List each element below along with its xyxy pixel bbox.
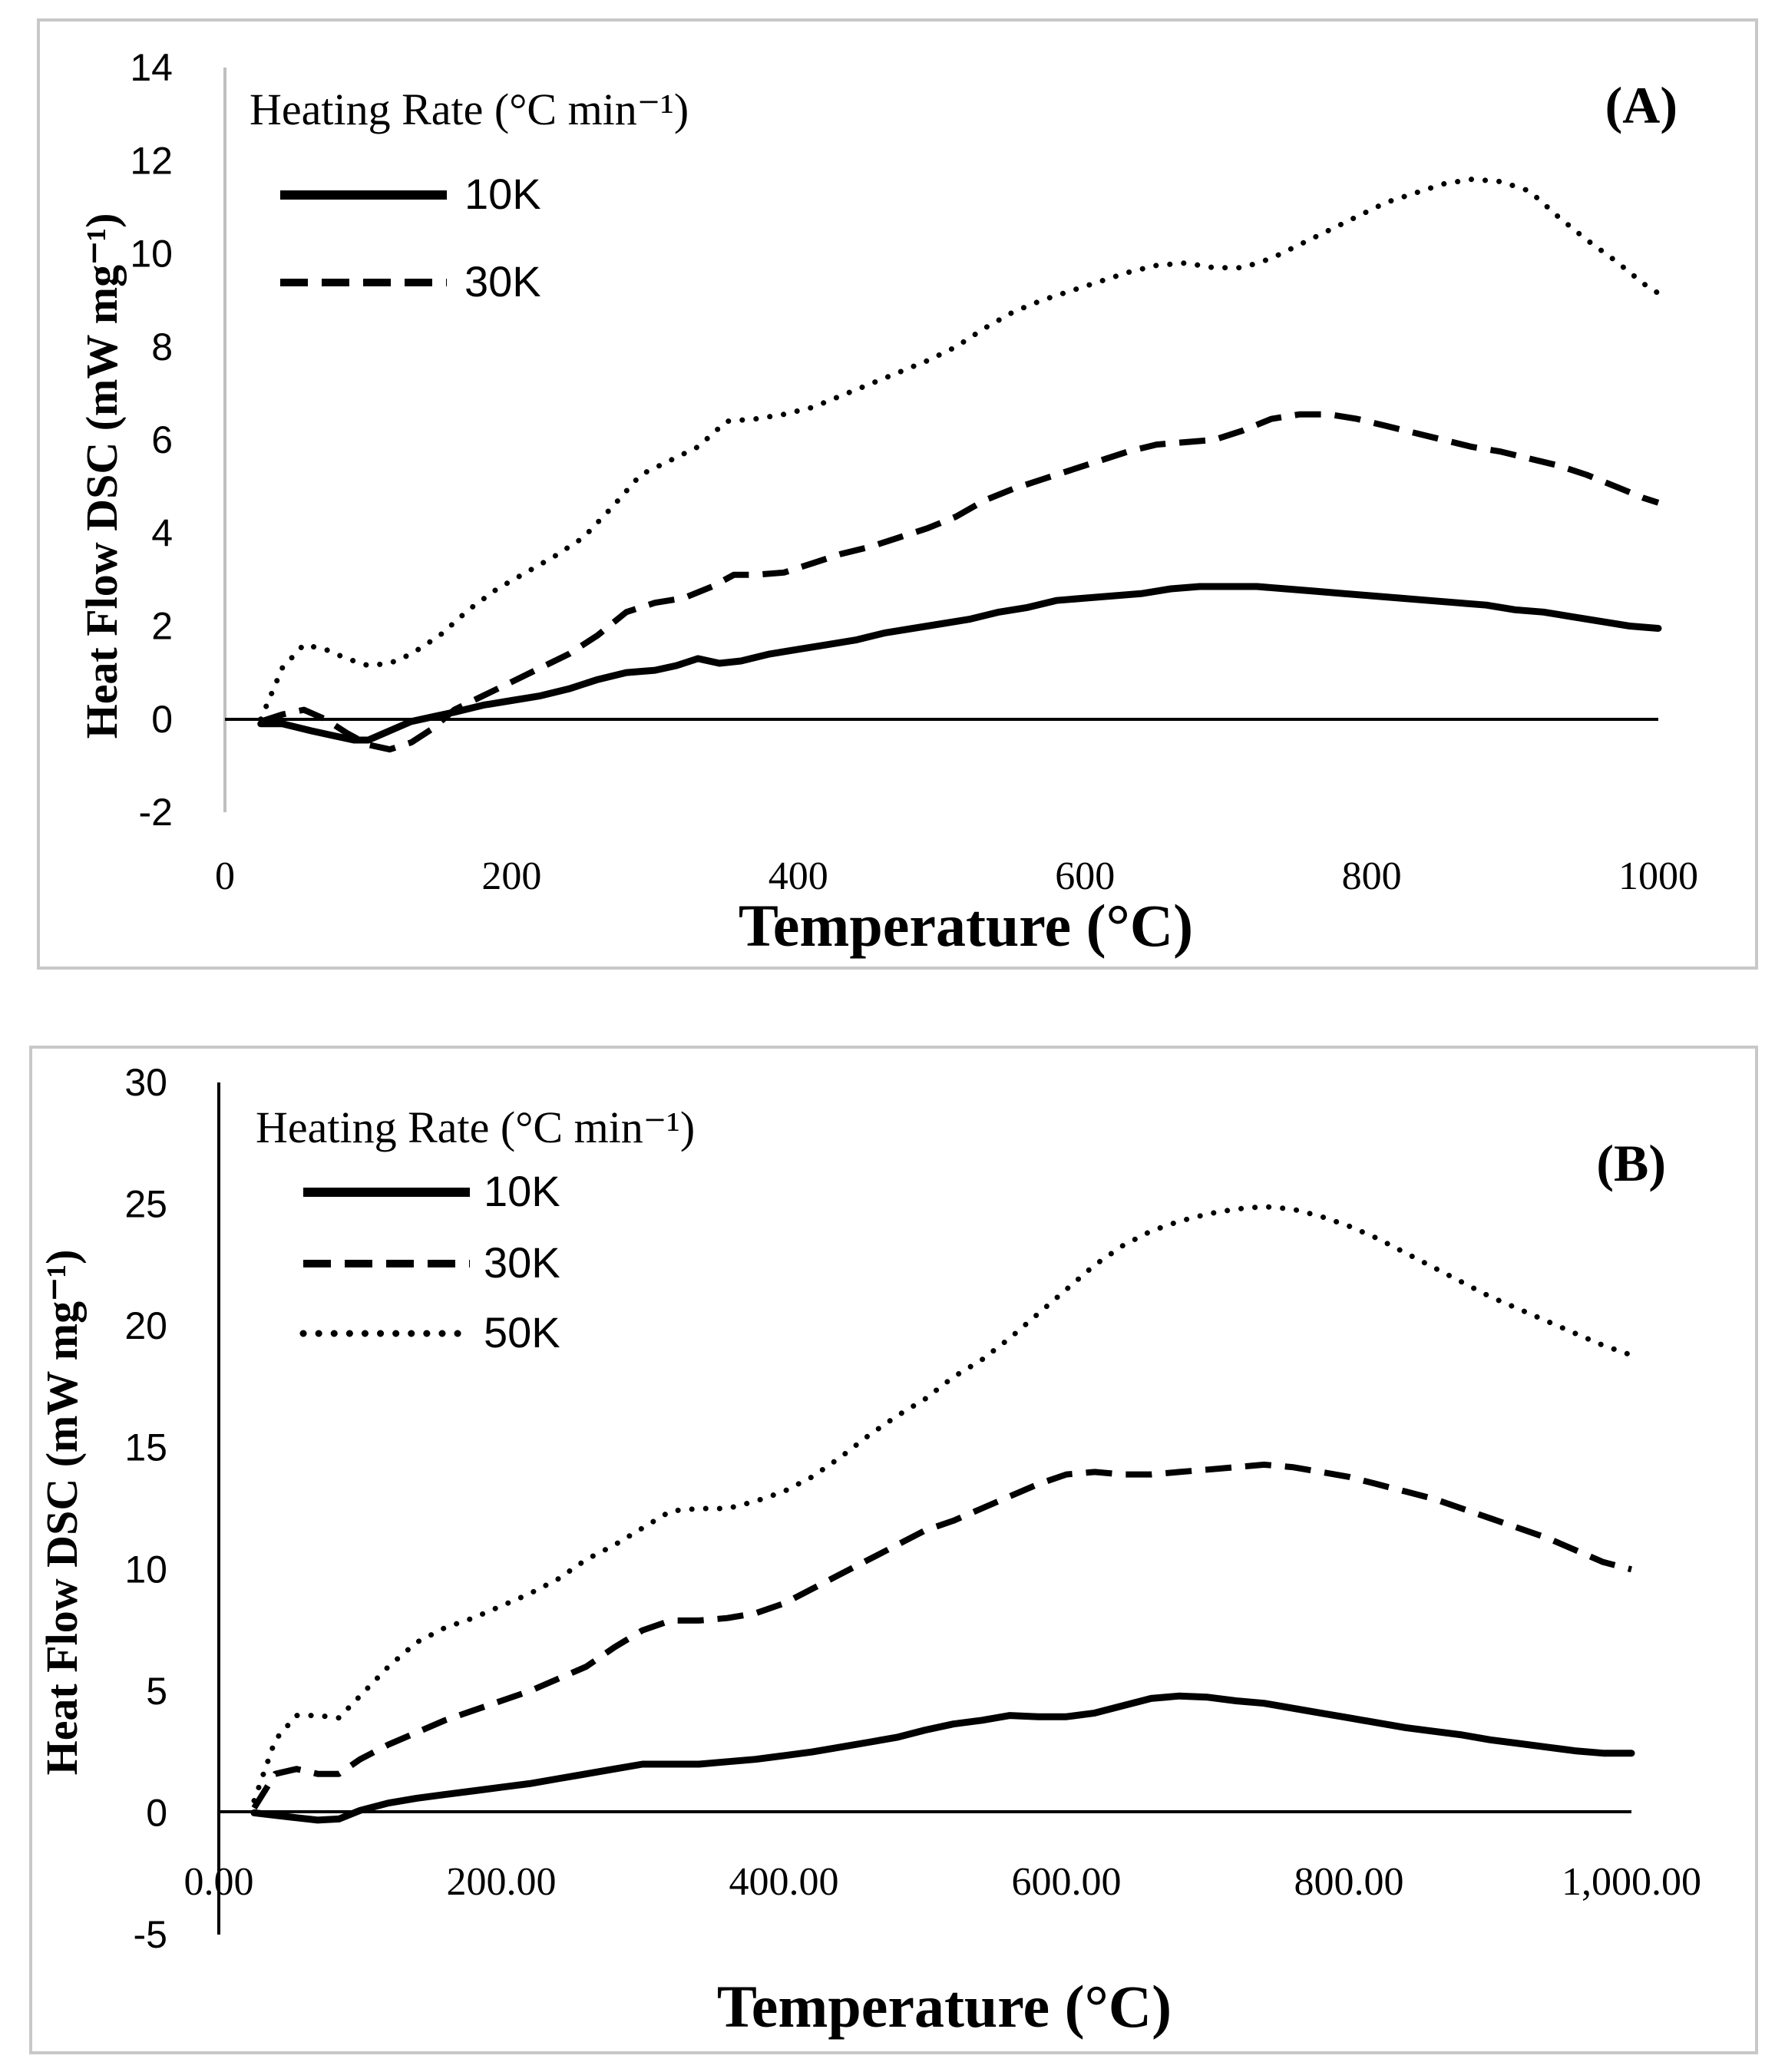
panel-b-legend-label-50k: 50K bbox=[484, 1308, 560, 1357]
panel-b-label: (B) bbox=[1596, 1134, 1666, 1192]
panel-a-y-tick--2: -2 bbox=[139, 791, 173, 834]
panel-b-x-tick-200.00: 200.00 bbox=[447, 1860, 557, 1904]
panel-b-frame bbox=[29, 1046, 1758, 2054]
panel-a-x-axis-label: Temperature (°C) bbox=[739, 892, 1193, 959]
panel-a-legend: Heating Rate (°C min⁻¹) 10K 30K bbox=[250, 84, 689, 306]
panel-b-y-tick-10: 10 bbox=[124, 1548, 167, 1591]
panel-a-y-tick-0: 0 bbox=[151, 698, 173, 741]
panel-a-x-tick-0: 0 bbox=[215, 854, 235, 898]
panel-b-series-30k-line bbox=[251, 1461, 1632, 1810]
panel-b-y-tick-25: 25 bbox=[124, 1183, 167, 1226]
panel-a-label: (A) bbox=[1605, 76, 1677, 134]
panel-b-y-tick-5: 5 bbox=[146, 1670, 167, 1713]
panel-a-y-axis-label: Heat Flow DSC (mW mg⁻¹) bbox=[77, 213, 127, 739]
panel-a-y-tick-10: 10 bbox=[130, 233, 173, 276]
panel-b-series-50k-line bbox=[251, 1204, 1635, 1804]
panel-b-y-tick-0: 0 bbox=[146, 1791, 167, 1834]
panel-a-x-tick-labels: 0 200 400 600 800 1000 bbox=[215, 854, 1698, 898]
panel-a-y-tick-2: 2 bbox=[151, 605, 173, 648]
panel-b-y-axis-label: Heat Flow DSC (mW mg⁻¹) bbox=[37, 1250, 87, 1776]
panel-a-legend-title: Heating Rate (°C min⁻¹) bbox=[250, 84, 689, 134]
panel-b-x-tick-1,000.00: 1,000.00 bbox=[1562, 1860, 1701, 1904]
panel-a-series bbox=[257, 177, 1662, 753]
panel-b-x-tick-400.00: 400.00 bbox=[729, 1860, 839, 1904]
panel-b-x-axis-label: Temperature (°C) bbox=[717, 1973, 1172, 2040]
panel-b-x-tick-0.00: 0.00 bbox=[184, 1860, 254, 1904]
panel-a-frame bbox=[37, 18, 1758, 970]
panel-a-x-tick-800: 800 bbox=[1342, 854, 1402, 898]
panel-a-x-tick-200: 200 bbox=[481, 854, 541, 898]
panel-a-chart: -2 0 2 4 6 8 10 12 14 0 200 400 600 800 1000 Temperat… bbox=[77, 46, 1698, 959]
panel-b-x-tick-600.00: 600.00 bbox=[1012, 1860, 1122, 1904]
panel-b-legend-title: Heating Rate (°C min⁻¹) bbox=[256, 1102, 695, 1152]
panel-a-y-tick-4: 4 bbox=[151, 511, 173, 554]
panel-b-legend-label-30k: 30K bbox=[484, 1238, 560, 1287]
panel-b-series bbox=[250, 1204, 1635, 1824]
panel-a-x-tick-400: 400 bbox=[769, 854, 828, 898]
panel-b-y-tick--5: -5 bbox=[134, 1913, 167, 1956]
panel-a-legend-label-10k: 10K bbox=[464, 170, 541, 218]
panel-b-legend: Heating Rate (°C min⁻¹) 10K 30K 50K bbox=[256, 1102, 695, 1357]
panel-a-y-tick-8: 8 bbox=[151, 326, 173, 368]
panel-a-legend-label-30k: 30K bbox=[464, 257, 541, 306]
panel-a-x-tick-600: 600 bbox=[1055, 854, 1115, 898]
panel-b-legend-label-10k: 10K bbox=[484, 1167, 560, 1215]
panel-a-y-tick-14: 14 bbox=[130, 46, 173, 89]
panel-b-y-tick-20: 20 bbox=[124, 1304, 167, 1347]
panel-a-series-30k-line bbox=[259, 411, 1660, 753]
panel-b-y-tick-15: 15 bbox=[124, 1426, 167, 1469]
panel-a-y-tick-12: 12 bbox=[130, 139, 173, 182]
panel-a-x-tick-1000: 1000 bbox=[1618, 854, 1698, 898]
panel-b-y-tick-labels: -5 0 5 10 15 20 25 30 bbox=[124, 1061, 167, 1956]
panel-b-x-tick-800.00: 800.00 bbox=[1294, 1860, 1404, 1904]
panel-b-x-tick-labels: 0.00 200.00 400.00 600.00 800.00 1,000.00 bbox=[184, 1860, 1702, 1904]
panel-a-y-tick-labels: -2 0 2 4 6 8 10 12 14 bbox=[130, 46, 173, 834]
panel-a-y-tick-6: 6 bbox=[151, 418, 173, 461]
panel-b-y-tick-30: 30 bbox=[124, 1061, 167, 1104]
panel-b-series-10k-line bbox=[250, 1692, 1635, 1824]
panel-a-series-50k-line bbox=[258, 177, 1661, 722]
panel-b-chart: -5 0 5 10 15 20 25 30 0.00 200.00 400.00 600.00 800… bbox=[37, 1061, 1701, 2040]
panel-a-series-10k-line bbox=[257, 583, 1662, 744]
